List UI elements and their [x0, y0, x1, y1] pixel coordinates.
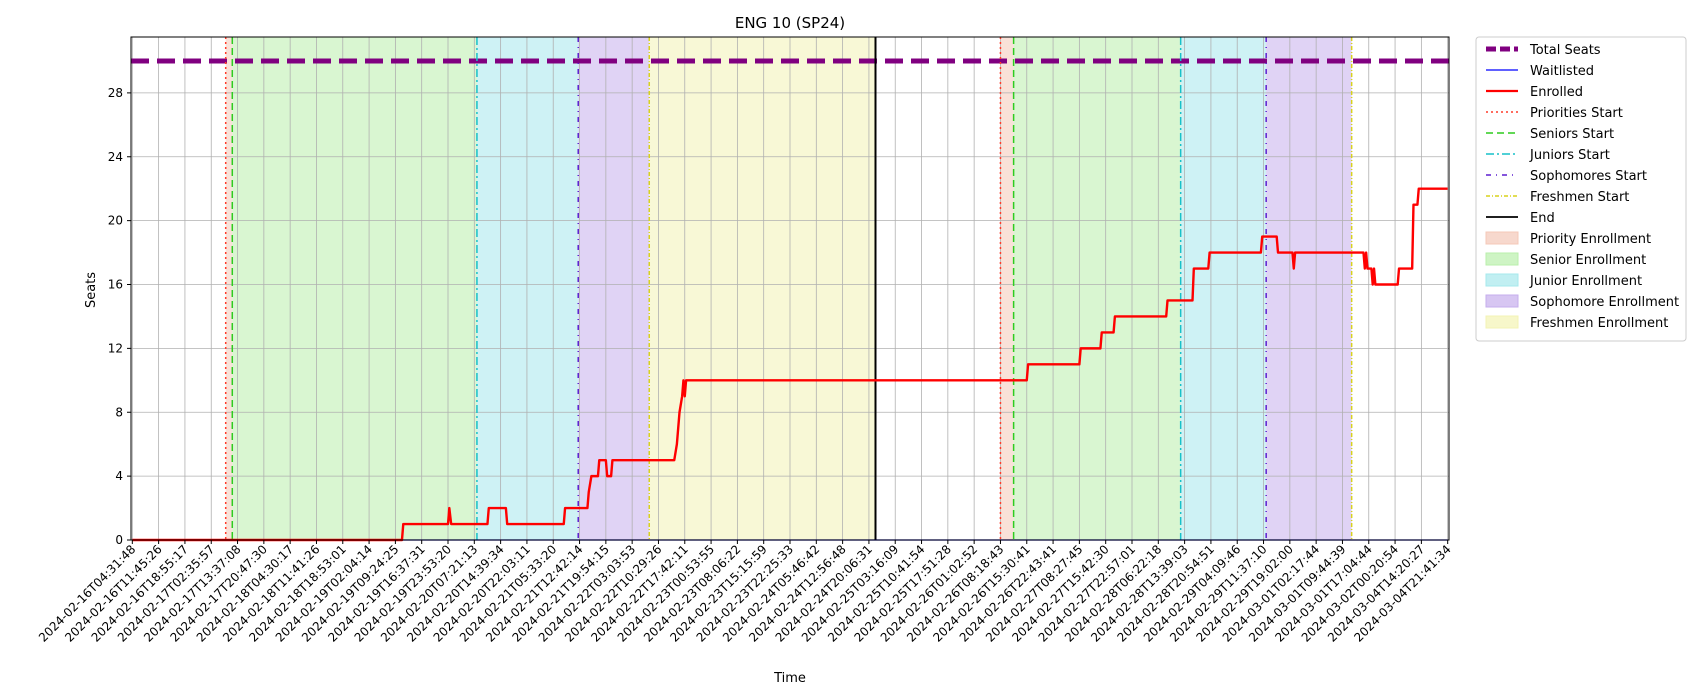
region-sophomore-enrollment-3 — [578, 37, 650, 540]
y-tick-label: 24 — [108, 150, 123, 164]
region-senior-enrollment-1 — [232, 37, 477, 540]
y-tick-label: 28 — [108, 86, 123, 100]
legend-label: Freshmen Enrollment — [1530, 316, 1668, 331]
region-priority-enrollment-0 — [225, 37, 233, 540]
region-freshmen-enrollment-4 — [649, 37, 876, 540]
y-axis-label: Seats — [84, 272, 99, 308]
legend-label: Seniors Start — [1530, 127, 1614, 142]
region-junior-enrollment-2 — [476, 37, 579, 540]
legend-swatch-patch — [1485, 231, 1519, 245]
legend-label: Priorities Start — [1530, 106, 1623, 121]
legend-swatch-patch — [1485, 315, 1519, 329]
y-tick-label: 16 — [108, 278, 123, 292]
y-tick-label: 20 — [108, 214, 123, 228]
chart-title: ENG 10 (SP24) — [735, 14, 845, 32]
region-senior-enrollment-6 — [1013, 37, 1181, 540]
legend-label: Senior Enrollment — [1530, 253, 1646, 268]
legend-label: Sophomore Enrollment — [1530, 295, 1679, 310]
legend-label: Waitlisted — [1530, 64, 1594, 79]
legend-label: Enrolled — [1530, 85, 1583, 100]
x-axis-label: Time — [773, 671, 806, 686]
legend-swatch-patch — [1485, 273, 1519, 287]
legend-label: Freshmen Start — [1530, 190, 1629, 205]
legend-label: Total Seats — [1529, 43, 1601, 58]
legend-label: Juniors Start — [1529, 148, 1610, 163]
legend-label: End — [1530, 211, 1555, 226]
enrolled-line — [132, 187, 1448, 542]
legend: Total Seats Waitlisted Enrolled Priorities … — [1475, 36, 1687, 342]
region-priority-enrollment-5 — [1000, 37, 1014, 540]
legend-swatch-patch — [1485, 294, 1519, 308]
y-tick-label: 8 — [115, 405, 123, 419]
region-junior-enrollment-7 — [1180, 37, 1267, 540]
legend-label: Sophomores Start — [1530, 169, 1647, 184]
y-tick-label: 0 — [115, 533, 123, 547]
region-sophomore-enrollment-8 — [1266, 37, 1352, 540]
y-tick-label: 12 — [108, 341, 123, 355]
plot-area: 04812162024282024-02-16T04:31:482024-02-… — [36, 36, 1454, 645]
legend-label: Junior Enrollment — [1529, 274, 1642, 289]
legend-swatch-patch — [1485, 252, 1519, 266]
legend-label: Priority Enrollment — [1530, 232, 1651, 247]
y-tick-label: 4 — [115, 469, 123, 483]
legend-box — [1475, 36, 1687, 342]
